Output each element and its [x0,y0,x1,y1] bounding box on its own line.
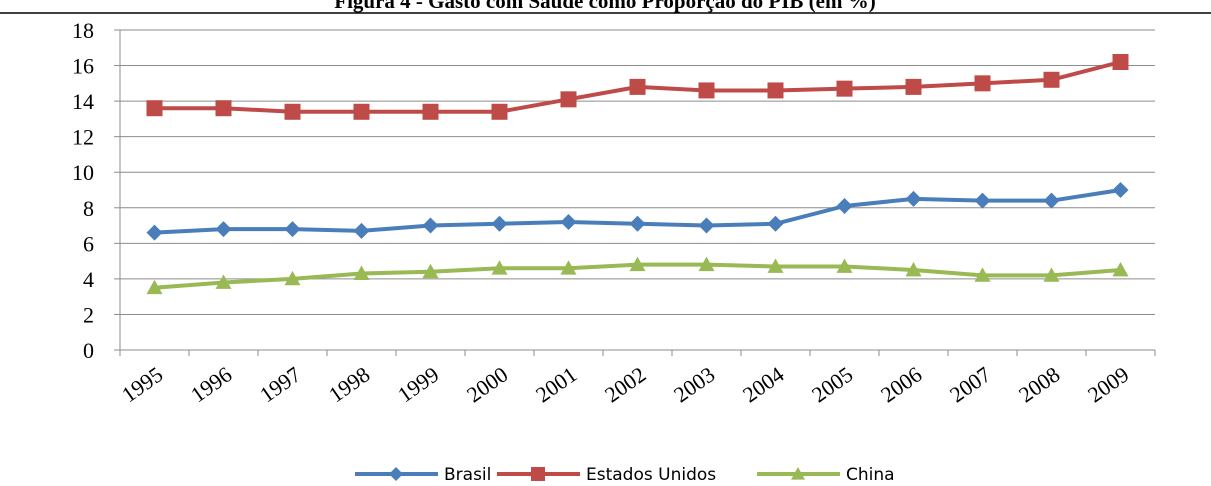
marker [905,78,922,95]
marker [767,82,784,99]
marker [1112,54,1129,70]
x-tick-label: 2001 [531,362,581,408]
x-tick-label: 1999 [393,362,443,408]
x-tick-label: 2005 [807,362,857,408]
y-tick-label: 14 [72,89,94,114]
marker [836,80,853,97]
marker [215,100,232,117]
legend-marker [389,467,403,481]
x-tick-label: 2009 [1083,362,1133,408]
y-tick-label: 12 [72,125,94,150]
marker [1112,182,1129,198]
x-tick-label: 2004 [738,362,788,408]
x-tick-label: 2007 [945,362,995,408]
x-tick-label: 1995 [117,362,167,408]
marker [767,215,784,232]
y-tick-label: 16 [72,54,94,79]
marker [974,75,991,92]
y-tick-label: 0 [83,338,94,363]
marker [215,221,232,238]
legend-label: Brasil [444,465,491,485]
marker [629,256,646,272]
y-tick-label: 6 [83,231,94,256]
marker [491,215,508,232]
y-tick-label: 4 [83,267,94,292]
marker [560,214,577,230]
marker [146,279,163,295]
legend-label: Estados Unidos [586,465,716,485]
marker [422,103,439,120]
marker [353,103,370,120]
marker [491,260,508,275]
marker [629,215,646,232]
marker [560,260,577,275]
marker [284,221,301,238]
marker [1043,71,1060,88]
marker [1043,192,1060,209]
marker [698,82,715,99]
y-tick-label: 18 [72,18,94,43]
marker [836,198,853,214]
x-tick-label: 1998 [324,362,374,408]
marker [284,103,301,120]
marker [146,100,163,117]
marker [1112,262,1129,277]
x-tick-label: 2006 [876,362,926,408]
marker [491,103,508,120]
chart-title: Figura 4 - Gasto com Saúde como Proporçã… [334,0,875,13]
marker [974,267,991,282]
y-tick-label: 8 [83,196,94,221]
marker [974,192,991,209]
x-tick-label: 2000 [462,362,512,408]
marker [629,78,646,95]
marker [284,270,301,286]
legend-marker [531,467,545,481]
marker [905,262,922,277]
marker [905,190,922,207]
marker [353,222,370,239]
y-tick-label: 10 [72,160,94,185]
x-tick-label: 1997 [255,362,305,408]
legend-marker [791,467,805,480]
marker [767,258,784,273]
x-tick-label: 2008 [1014,362,1064,408]
marker [698,217,715,234]
marker [836,258,853,273]
marker [146,224,163,241]
marker [215,274,232,289]
marker [422,263,439,279]
x-tick-label: 1996 [186,362,236,408]
marker [698,256,715,272]
marker [353,265,370,280]
marker [1043,267,1060,282]
marker [422,217,439,234]
x-tick-label: 2003 [669,362,719,408]
y-tick-label: 2 [83,302,94,327]
legend-label: China [846,465,895,485]
marker [560,91,577,108]
x-tick-label: 2002 [600,362,650,408]
